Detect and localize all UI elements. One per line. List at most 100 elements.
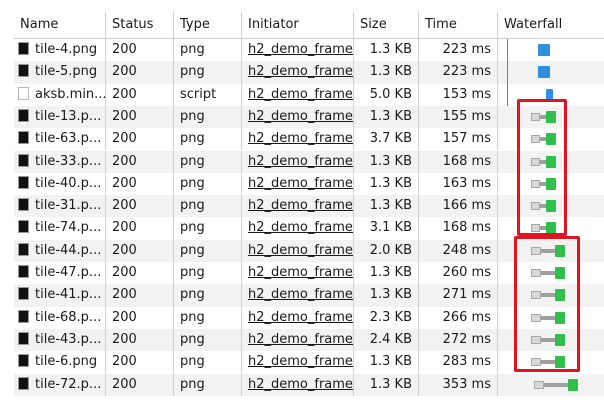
column-header-waterfall[interactable]: Waterfall bbox=[497, 12, 604, 38]
column-header-time[interactable]: Time bbox=[418, 12, 497, 38]
cell-name[interactable]: tile-41.p... bbox=[14, 284, 105, 306]
request-name: tile-5.png bbox=[35, 64, 98, 80]
cell-waterfall bbox=[497, 195, 604, 218]
request-name: tile-13.p... bbox=[35, 108, 102, 124]
cell-name[interactable]: tile-5.png bbox=[14, 61, 105, 83]
initiator-link[interactable]: h2_demo_frame... bbox=[248, 287, 353, 303]
cell-size: 1.3 KB bbox=[353, 150, 418, 173]
image-file-icon bbox=[18, 108, 29, 122]
request-name: tile-4.png bbox=[35, 42, 98, 57]
initiator-link[interactable]: h2_demo_frame... bbox=[248, 42, 353, 57]
initiator-link[interactable]: h2_demo_frame... bbox=[248, 175, 353, 191]
cell-name[interactable]: tile-4.png bbox=[14, 39, 105, 61]
cell-waterfall bbox=[497, 217, 604, 240]
cell-waterfall bbox=[497, 105, 604, 129]
cell-initiator: h2_demo_frame... bbox=[241, 373, 353, 396]
waterfall-download-segment bbox=[555, 244, 565, 257]
cell-time: 283 ms bbox=[418, 351, 497, 374]
request-name: tile-44.p... bbox=[35, 242, 102, 258]
request-name: tile-47.p... bbox=[35, 265, 102, 280]
cell-name[interactable]: tile-31.p... bbox=[14, 195, 105, 217]
initiator-link[interactable]: h2_demo_frame... bbox=[248, 265, 353, 280]
waterfall-download-segment bbox=[546, 110, 556, 123]
cell-name[interactable]: tile-68.p... bbox=[14, 307, 105, 329]
column-header-status[interactable]: Status bbox=[105, 12, 173, 38]
waterfall-queued-segment bbox=[531, 335, 541, 344]
cell-type: png bbox=[173, 128, 241, 151]
initiator-link[interactable]: h2_demo_frame... bbox=[248, 64, 353, 80]
column-header-initiator[interactable]: Initiator bbox=[241, 12, 353, 38]
waterfall-queued-segment bbox=[531, 358, 541, 367]
waterfall-stalled-segment bbox=[540, 137, 546, 142]
initiator-link[interactable]: h2_demo_frame... bbox=[248, 331, 353, 347]
cell-type: png bbox=[173, 351, 241, 374]
waterfall-download-segment bbox=[538, 66, 550, 79]
cell-name[interactable]: tile-47.p... bbox=[14, 262, 105, 284]
cell-name[interactable]: tile-74.p... bbox=[14, 217, 105, 239]
cell-time: 266 ms bbox=[418, 306, 497, 329]
initiator-link[interactable]: h2_demo_frame... bbox=[248, 108, 353, 124]
initiator-link[interactable]: h2_demo_frame... bbox=[248, 86, 353, 102]
cell-initiator: h2_demo_frame... bbox=[241, 284, 353, 307]
cell-waterfall bbox=[497, 373, 604, 396]
column-header-type[interactable]: Type bbox=[173, 12, 241, 38]
waterfall-queued-segment bbox=[531, 135, 540, 144]
cell-size: 2.0 KB bbox=[353, 239, 418, 262]
image-file-icon bbox=[18, 331, 29, 345]
cell-waterfall bbox=[497, 83, 604, 106]
cell-size: 1.3 KB bbox=[353, 39, 418, 62]
waterfall-timeline-marker bbox=[507, 61, 508, 84]
cell-name[interactable]: tile-43.p... bbox=[14, 329, 105, 351]
cell-type: png bbox=[173, 284, 241, 307]
waterfall-stalled-segment bbox=[541, 337, 555, 342]
cell-name[interactable]: aksb.min... bbox=[14, 84, 105, 106]
initiator-link[interactable]: h2_demo_frame... bbox=[248, 198, 353, 214]
image-file-icon bbox=[18, 175, 29, 189]
waterfall-timeline-marker bbox=[507, 39, 508, 62]
initiator-link[interactable]: h2_demo_frame... bbox=[248, 376, 353, 392]
initiator-link[interactable]: h2_demo_frame... bbox=[248, 131, 353, 147]
cell-name[interactable]: tile-72.p... bbox=[14, 374, 105, 396]
column-header-name[interactable]: Name bbox=[20, 17, 59, 32]
cell-time: 157 ms bbox=[418, 128, 497, 151]
request-name: aksb.min... bbox=[35, 86, 105, 102]
cell-name[interactable]: tile-13.p... bbox=[14, 106, 105, 128]
cell-type: script bbox=[173, 83, 241, 106]
cell-status: 200 bbox=[105, 306, 173, 329]
cell-name[interactable]: tile-33.p... bbox=[14, 151, 105, 173]
cell-name[interactable]: tile-6.png bbox=[14, 351, 105, 373]
initiator-link[interactable]: h2_demo_frame... bbox=[248, 242, 353, 258]
initiator-link[interactable]: h2_demo_frame... bbox=[248, 153, 353, 169]
cell-name[interactable]: tile-44.p... bbox=[14, 240, 105, 262]
cell-time: 353 ms bbox=[418, 373, 497, 396]
cell-initiator: h2_demo_frame... bbox=[241, 262, 353, 285]
initiator-link[interactable]: h2_demo_frame... bbox=[248, 220, 353, 236]
column-header-size[interactable]: Size bbox=[353, 12, 418, 38]
cell-name[interactable]: tile-40.p... bbox=[14, 173, 105, 195]
initiator-link[interactable]: h2_demo_frame... bbox=[248, 354, 353, 370]
cell-name[interactable]: tile-63.p... bbox=[14, 128, 105, 150]
initiator-link[interactable]: h2_demo_frame... bbox=[248, 309, 353, 325]
cell-size: 1.3 KB bbox=[353, 61, 418, 84]
image-file-icon bbox=[18, 131, 29, 145]
waterfall-queued-segment bbox=[531, 246, 541, 255]
cell-waterfall bbox=[497, 39, 604, 62]
waterfall-stalled-segment bbox=[540, 159, 546, 164]
cell-status: 200 bbox=[105, 195, 173, 218]
